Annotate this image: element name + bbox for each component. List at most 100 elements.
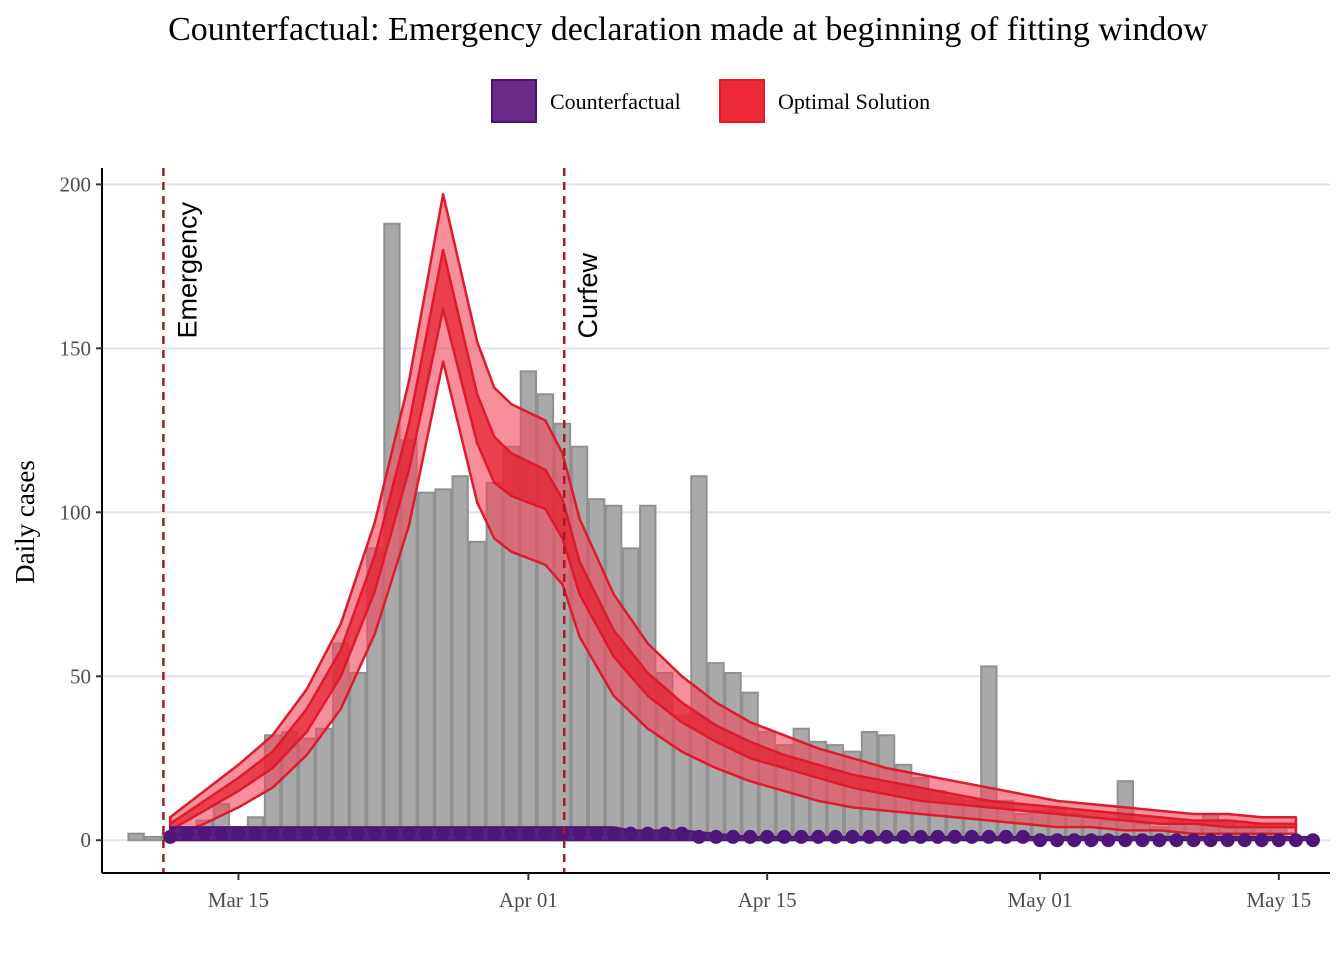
counterfactual-point bbox=[282, 826, 297, 841]
counterfactual-point bbox=[299, 826, 314, 841]
event-markers: Emergency Curfew bbox=[162, 168, 603, 873]
counterfactual-point bbox=[1135, 833, 1150, 848]
counterfactual-point bbox=[743, 829, 758, 844]
y-tick-label-0: 0 bbox=[81, 828, 92, 852]
counterfactual-point bbox=[947, 829, 962, 844]
y-tick-label-200: 200 bbox=[60, 172, 92, 196]
bar bbox=[315, 727, 333, 842]
counterfactual-point bbox=[384, 826, 399, 841]
counterfactual-point bbox=[1220, 833, 1235, 848]
counterfactual-point bbox=[1050, 833, 1065, 848]
x-tick-label-apr-01: Apr 01 bbox=[499, 888, 558, 912]
x-axis-ticks: Mar 15 Apr 01 Apr 15 May 01 May 15 bbox=[208, 873, 1311, 912]
counterfactual-point bbox=[333, 826, 348, 841]
counterfactual-point bbox=[1067, 833, 1082, 848]
counterfactual-point bbox=[777, 829, 792, 844]
counterfactual-point bbox=[402, 826, 416, 841]
counterfactual-point bbox=[879, 829, 894, 844]
counterfactual-point bbox=[504, 826, 519, 841]
counterfactual-point bbox=[470, 826, 485, 841]
legend-label-optimal-solution: Optimal Solution bbox=[778, 89, 930, 114]
counterfactual-point bbox=[828, 829, 843, 844]
counterfactual-point bbox=[197, 826, 212, 841]
counterfactual-point bbox=[265, 826, 280, 841]
counterfactual-point bbox=[794, 829, 809, 844]
counterfactual-point bbox=[964, 829, 979, 844]
counterfactual-point bbox=[1033, 833, 1048, 848]
annotation-curfew: Curfew bbox=[573, 252, 603, 338]
counterfactual-point bbox=[163, 829, 178, 844]
counterfactual-point bbox=[453, 826, 468, 841]
bar bbox=[417, 491, 435, 842]
x-tick-label-apr-15: Apr 15 bbox=[738, 888, 797, 912]
counterfactual-point bbox=[623, 826, 638, 841]
counterfactual-point bbox=[640, 826, 655, 841]
y-axis-label: Daily cases bbox=[10, 460, 40, 584]
bar bbox=[451, 475, 469, 842]
counterfactual-point bbox=[538, 826, 553, 841]
counterfactual-point bbox=[998, 829, 1013, 844]
counterfactual-point bbox=[981, 829, 996, 844]
counterfactual-point bbox=[845, 829, 860, 844]
counterfactual-point bbox=[896, 829, 911, 844]
counterfactual-point bbox=[419, 826, 434, 841]
x-tick-label-may-01: May 01 bbox=[1008, 888, 1073, 912]
counterfactual-point bbox=[1254, 833, 1269, 848]
optimal-solution-inner-band bbox=[168, 248, 1298, 832]
counterfactual-point bbox=[606, 826, 621, 841]
x-tick-label-may-15: May 15 bbox=[1246, 888, 1311, 912]
counterfactual-point bbox=[1118, 833, 1133, 848]
counterfactual-point bbox=[589, 826, 604, 841]
bar bbox=[468, 540, 486, 842]
counterfactual-point bbox=[1152, 833, 1167, 848]
bar bbox=[434, 488, 452, 842]
bar bbox=[349, 671, 367, 842]
counterfactual-series bbox=[163, 826, 1320, 848]
y-tick-label-150: 150 bbox=[60, 336, 92, 360]
counterfactual-point bbox=[1271, 833, 1286, 848]
counterfactual-point bbox=[913, 829, 928, 844]
counterfactual-point bbox=[1203, 833, 1218, 848]
axes bbox=[101, 168, 1330, 874]
counterfactual-point bbox=[1101, 833, 1116, 848]
counterfactual-point bbox=[231, 826, 246, 841]
counterfactual-point bbox=[572, 826, 587, 841]
counterfactual-point bbox=[674, 826, 689, 841]
counterfactual-point bbox=[555, 826, 570, 841]
y-tick-label-50: 50 bbox=[70, 664, 91, 688]
y-axis-ticks: 0 50 100 150 200 bbox=[60, 172, 102, 852]
counterfactual-point bbox=[487, 826, 502, 841]
chart-title: Counterfactual: Emergency declaration ma… bbox=[168, 11, 1208, 48]
counterfactual-point bbox=[316, 826, 331, 841]
legend-swatch-optimal-solution bbox=[719, 79, 765, 123]
counterfactual-point bbox=[350, 826, 365, 841]
counterfactual-point bbox=[811, 829, 826, 844]
legend-swatch-counterfactual bbox=[491, 79, 537, 123]
counterfactual-point bbox=[180, 826, 195, 841]
counterfactual-point bbox=[521, 826, 536, 841]
legend: Counterfactual Optimal Solution bbox=[491, 79, 930, 123]
counterfactual-point bbox=[1288, 833, 1303, 848]
counterfactual-point bbox=[214, 826, 229, 841]
counterfactual-point bbox=[709, 829, 723, 844]
counterfactual-point bbox=[691, 829, 706, 844]
counterfactual-point bbox=[862, 829, 877, 844]
counterfactual-point bbox=[1237, 833, 1252, 848]
counterfactual-point bbox=[1169, 833, 1184, 848]
bar bbox=[690, 475, 708, 842]
bar bbox=[144, 835, 162, 842]
counterfactual-point bbox=[930, 829, 945, 844]
counterfactual-point bbox=[1305, 833, 1320, 848]
x-tick-label-mar-15: Mar 15 bbox=[208, 888, 269, 912]
bar bbox=[127, 832, 145, 842]
counterfactual-point bbox=[657, 826, 672, 841]
legend-label-counterfactual: Counterfactual bbox=[550, 89, 681, 114]
counterfactual-point bbox=[367, 826, 382, 841]
counterfactual-point bbox=[436, 826, 451, 841]
counterfactual-point bbox=[1186, 833, 1201, 848]
annotation-emergency: Emergency bbox=[172, 201, 202, 338]
y-tick-label-100: 100 bbox=[60, 500, 92, 524]
counterfactual-point bbox=[1016, 829, 1030, 844]
counterfactual-point bbox=[726, 829, 741, 844]
